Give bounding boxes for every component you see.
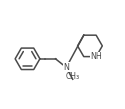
Text: N: N xyxy=(63,63,69,72)
Text: NH: NH xyxy=(90,52,102,61)
Text: CH₃: CH₃ xyxy=(66,72,80,81)
